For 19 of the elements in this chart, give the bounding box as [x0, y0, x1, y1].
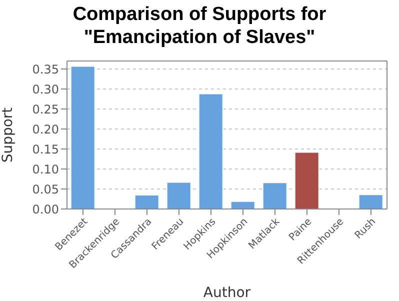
y-tick-label: 0.05: [32, 182, 59, 196]
bar: [166, 182, 192, 209]
bar: [262, 182, 288, 209]
y-tick-label: 0.00: [32, 202, 59, 216]
bar: [294, 152, 320, 209]
bar: [198, 93, 224, 209]
x-axis-title: Author: [203, 285, 251, 301]
chart-title: Comparison of Supports for "Emancipation of Slaves": [72, 3, 328, 50]
y-tick-label: 0.35: [32, 62, 59, 76]
y-tick-label: 0.25: [32, 102, 59, 116]
y-tick-label: 0.20: [32, 122, 59, 136]
y-axis-title: Support: [0, 106, 16, 163]
y-tick-label: 0.15: [32, 142, 59, 156]
y-tick-label: 0.10: [32, 162, 59, 176]
bar: [230, 200, 256, 209]
bar: [134, 194, 160, 209]
bar: [70, 66, 96, 209]
y-tick-label: 0.30: [32, 82, 59, 96]
bar: [358, 194, 384, 209]
